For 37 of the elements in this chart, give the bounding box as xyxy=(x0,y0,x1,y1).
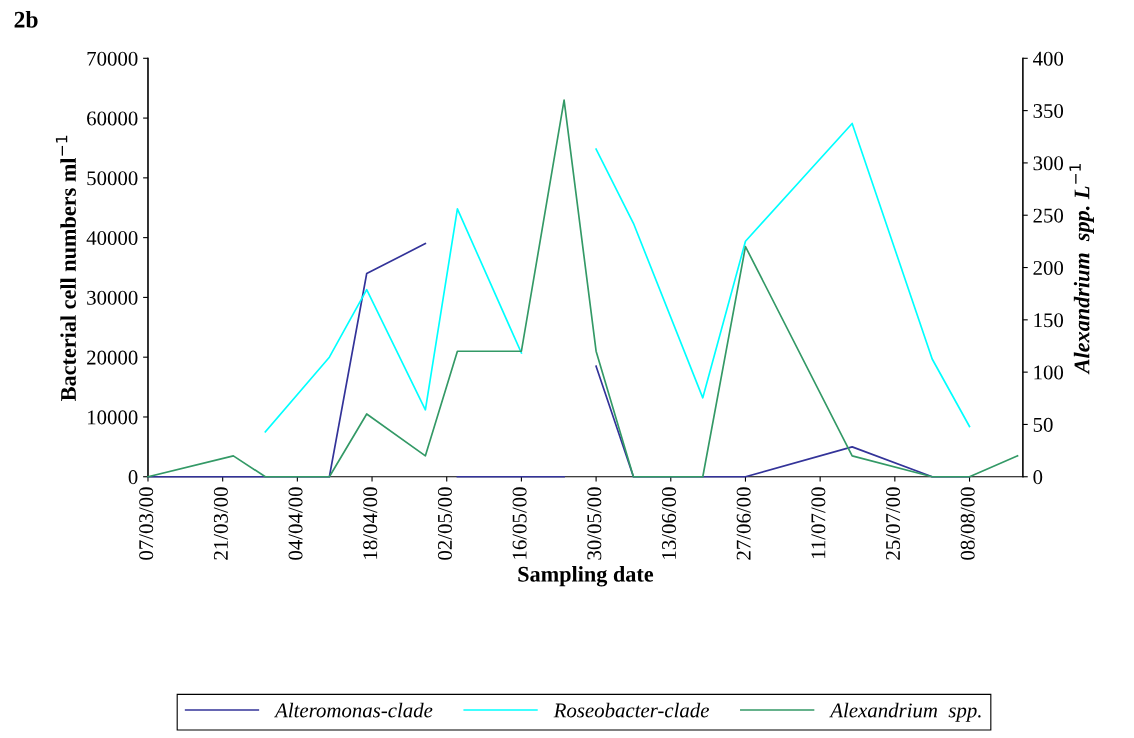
x-tick-label: 02/05/00 xyxy=(437,487,452,560)
legend-label: Roseobacter-clade xyxy=(553,702,709,718)
y2-tick-label: 400 xyxy=(1033,51,1064,66)
y2-axis-title: Alexandrium spp. L$^{−1}$ xyxy=(1069,163,1094,375)
x-axis-title: Sampling date xyxy=(518,566,654,587)
x-tick-label: 08/08/00 xyxy=(960,487,975,560)
line-series xyxy=(147,99,1019,478)
y2-tick-label: 250 xyxy=(1033,208,1064,223)
y2-tick-label: 350 xyxy=(1033,103,1064,119)
legend-label: Alexandrium spp. xyxy=(829,702,981,722)
x-tick-label: 16/05/00 xyxy=(512,487,527,559)
x-tick-label: 04/04/00 xyxy=(288,487,303,560)
y-tick-label: 70000 xyxy=(87,51,138,66)
text: 2b xyxy=(14,11,38,28)
y-tick-label: 10000 xyxy=(88,410,138,425)
x-tick-label: 18/04/00 xyxy=(363,487,378,559)
x-tick-label: 07/03/00 xyxy=(139,487,154,560)
y2-tick-label: 300 xyxy=(1033,156,1064,171)
x-tick-label: 30/05/00 xyxy=(587,487,602,560)
legend-label: Alteromonas-clade xyxy=(273,702,433,718)
y-tick-label: 60000 xyxy=(87,111,138,126)
y2-tick-label: 150 xyxy=(1034,313,1064,328)
y-tick-label: 40000 xyxy=(86,231,138,246)
x-tick-label: 13/06/00 xyxy=(661,487,676,559)
y-tick-label: 20000 xyxy=(87,350,138,365)
y-tick-label: 50000 xyxy=(87,171,138,186)
y-tick-label: 30000 xyxy=(87,290,138,305)
y-tick-label: 0 xyxy=(128,470,138,485)
x-tick-label: 11/07/00 xyxy=(811,487,826,558)
x-tick-label: 27/06/00 xyxy=(736,487,751,560)
y-axis-title: Bacterial cell numbers ml$^{−1}$ xyxy=(55,135,77,401)
y2-tick-label: 50 xyxy=(1033,417,1053,432)
y2-tick-label: 0 xyxy=(1033,470,1043,485)
y2-tick-label: 200 xyxy=(1033,260,1064,275)
y2-tick-label: 100 xyxy=(1034,365,1064,380)
x-tick-label: 25/07/00 xyxy=(885,487,901,560)
x-tick-label: 21/03/00 xyxy=(213,487,228,560)
